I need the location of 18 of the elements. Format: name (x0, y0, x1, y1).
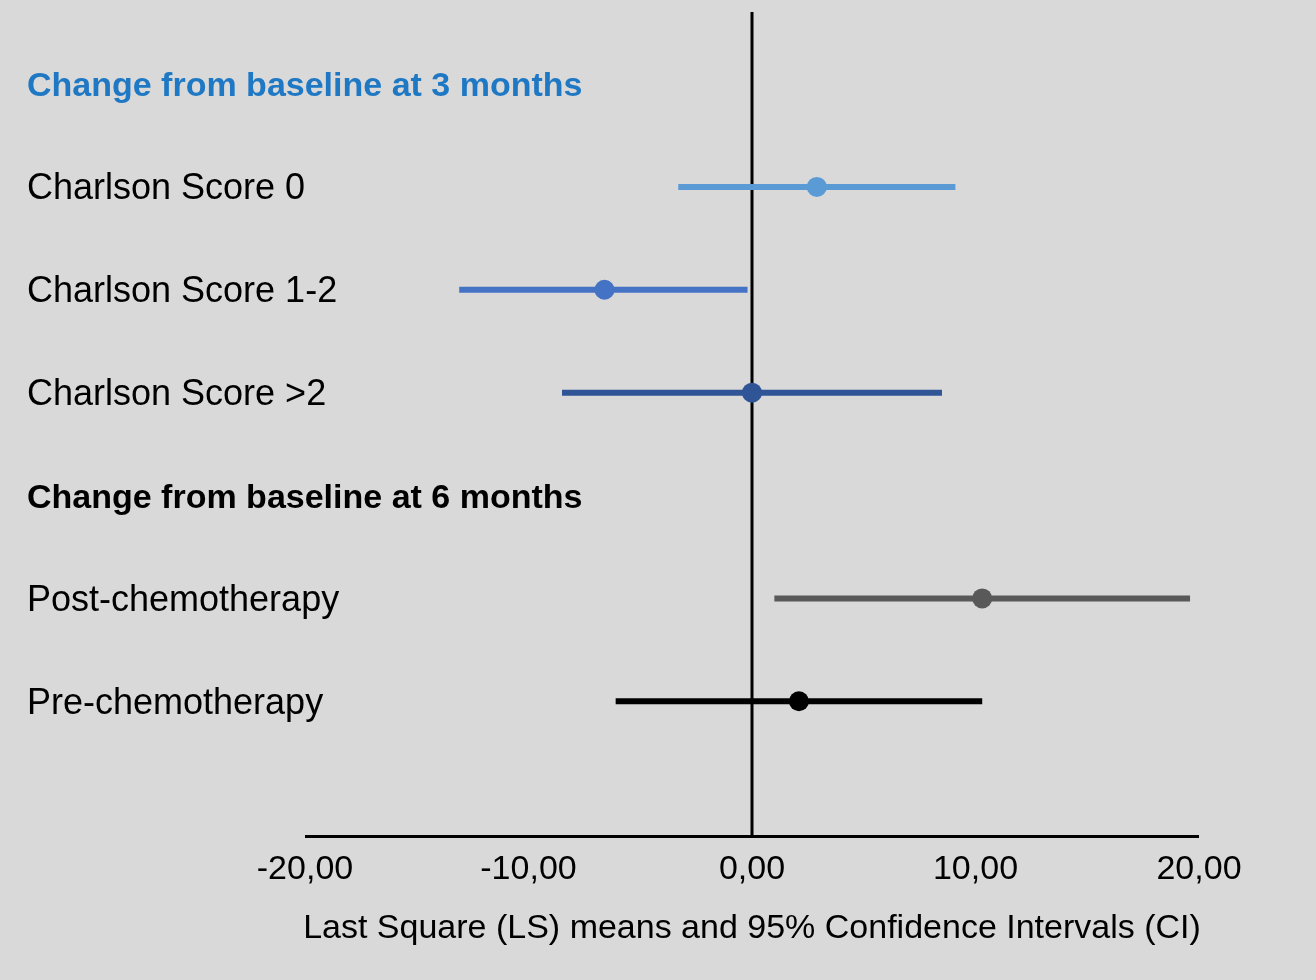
point (594, 279, 615, 300)
point (806, 176, 827, 197)
x-tick-label: 0,00 (718, 847, 786, 886)
y-tick-label: Post-chemotherapy (27, 578, 340, 619)
x-tick-label: 10,00 (932, 847, 1019, 886)
y-tick-label: Change from baseline at 6 months (27, 477, 583, 515)
x-tick-label: -20,00 (256, 847, 354, 886)
point (972, 588, 993, 609)
y-tick-label: Charlson Score >2 (27, 372, 327, 413)
x-tick-label: 20,00 (1156, 847, 1242, 886)
point (742, 382, 762, 403)
y-tick-label: Charlson Score 1-2 (27, 269, 338, 310)
y-tick-label: Charlson Score 0 (27, 166, 306, 207)
y-tick-label: Change from baseline at 3 months (27, 65, 583, 103)
x-tick-label: -10,00 (480, 847, 577, 886)
x-axis-title: Last Square (LS) means and 95% Confidence Intervals (CI) (303, 907, 1201, 946)
point (788, 691, 809, 712)
y-tick-label: Pre-chemotherapy (27, 681, 324, 722)
